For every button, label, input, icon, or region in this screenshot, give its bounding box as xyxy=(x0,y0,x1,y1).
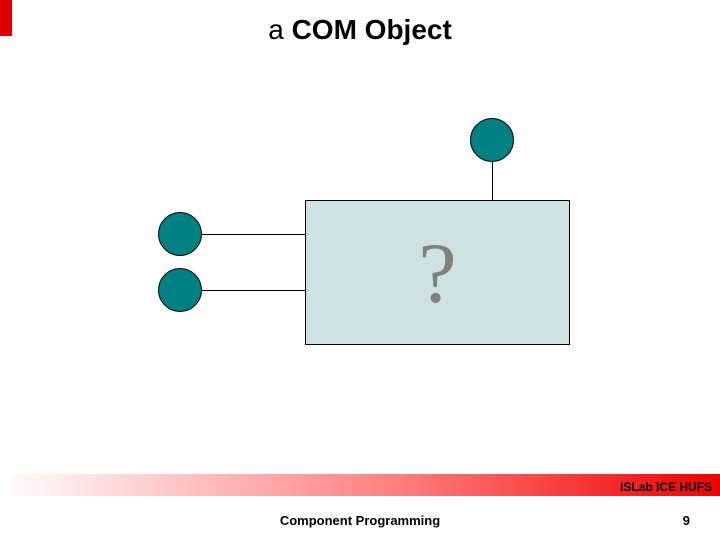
footer-gradient xyxy=(0,474,720,496)
footer-course: Component Programming xyxy=(0,513,720,528)
connector xyxy=(492,162,493,200)
interface-lollipop xyxy=(158,268,202,312)
page-title: a COM Object xyxy=(0,14,720,46)
interface-lollipop xyxy=(470,118,514,162)
connector xyxy=(202,234,305,235)
title-bold: COM Object xyxy=(292,14,452,45)
interface-lollipop xyxy=(158,212,202,256)
connector xyxy=(202,290,305,291)
page-number: 9 xyxy=(683,513,690,528)
question-mark: ? xyxy=(418,223,456,323)
title-prefix: a xyxy=(268,14,291,45)
object-box: ? xyxy=(305,200,570,345)
footer-lab: ISLab ICE HUFS xyxy=(620,480,712,494)
com-object-diagram: ? xyxy=(140,110,580,410)
